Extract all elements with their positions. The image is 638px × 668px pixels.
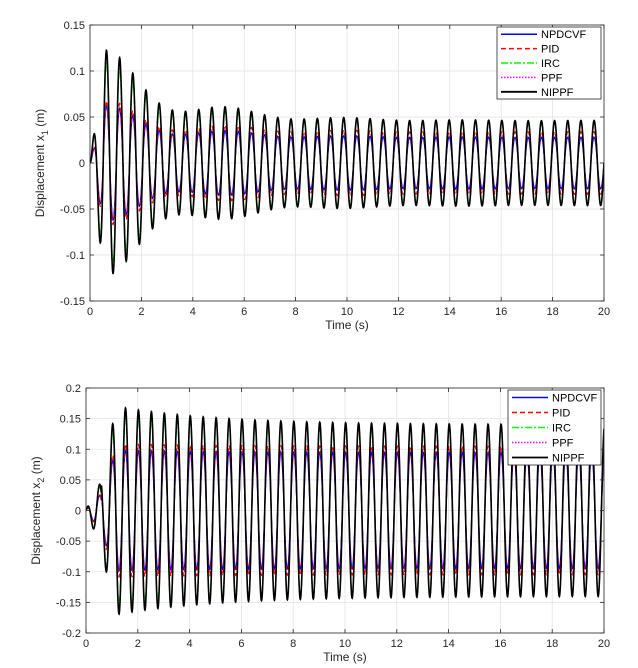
- y-tick-label: -0.15: [56, 597, 81, 609]
- y-tick-label: 0.05: [60, 475, 81, 487]
- x-tick-label: 18: [546, 638, 558, 650]
- x-tick-label: 14: [442, 638, 454, 650]
- legend-label-npdcvf: NPDCVF: [541, 29, 587, 41]
- x-tick-label: 10: [341, 306, 353, 318]
- legend-label-ppf: PPF: [552, 438, 574, 450]
- x-tick-label: 8: [290, 638, 296, 650]
- legend-label-pid: PID: [552, 408, 570, 420]
- x-tick-label: 0: [87, 306, 93, 318]
- y-tick-label: -0.2: [62, 628, 81, 640]
- legend-label-ppf: PPF: [541, 72, 563, 84]
- x-tick-label: 16: [495, 306, 507, 318]
- y-axis-label: Displacement x1 (m): [33, 109, 50, 217]
- x-tick-label: 4: [187, 638, 193, 650]
- legend: NPDCVF PID IRC PPF NIPPF: [507, 389, 602, 466]
- x-tick-label: 6: [238, 638, 244, 650]
- x-axis-label: Time (s): [323, 650, 367, 664]
- y-tick-label: 0.15: [64, 20, 85, 32]
- y-tick-label: 0.15: [60, 414, 81, 426]
- y-tick-label: 0.1: [70, 66, 85, 78]
- x-tick-label: 20: [598, 638, 610, 650]
- x-tick-label: 18: [546, 306, 558, 318]
- legend-box: [507, 389, 602, 466]
- y-axis-label: Displacement x2 (m): [29, 456, 46, 564]
- x-tick-label: 2: [135, 638, 141, 650]
- x-tick-label: 2: [138, 306, 144, 318]
- x-tick-label: 0: [83, 638, 89, 650]
- legend-label-nippf: NIPPF: [541, 87, 574, 99]
- series-group: [86, 406, 604, 616]
- y-tick-label: 0.2: [66, 383, 81, 395]
- x-tick-label: 8: [293, 306, 299, 318]
- legend-label-npdcvf: NPDCVF: [552, 393, 598, 405]
- y-tick-label: -0.05: [60, 204, 85, 216]
- legend-label-nippf: NIPPF: [552, 453, 585, 465]
- y-tick-label: 0.05: [64, 112, 85, 124]
- y-tick-label: 0: [75, 506, 81, 518]
- y-tick-label: 0.1: [66, 444, 81, 456]
- series-line-nippf: [90, 48, 604, 275]
- series-group: [90, 48, 604, 275]
- y-tick-label: -0.15: [60, 296, 85, 308]
- chart-2: 0 2 4 6 8 10 12 14 16 18 20 -0.2 -0.15 -0.1 -0.05 0 0.05…: [29, 383, 610, 664]
- x-tick-label: 6: [241, 306, 247, 318]
- series-line-nippf: [86, 406, 604, 616]
- x-tick-label: 10: [339, 638, 351, 650]
- legend: NPDCVF PID IRC PPF NIPPF: [496, 26, 602, 100]
- legend-label-pid: PID: [541, 44, 559, 56]
- y-tick-label: -0.1: [62, 567, 81, 579]
- x-axis-label: Time (s): [325, 318, 369, 332]
- x-tick-label: 14: [444, 306, 456, 318]
- legend-label-irc: IRC: [541, 58, 560, 70]
- chart-1: 0 2 4 6 8 10 12 14 16 18 20 -0.15 -0.1 -0.05 0 0.05 0.1 0…: [33, 20, 610, 332]
- x-tick-label: 16: [494, 638, 506, 650]
- x-tick-label: 4: [190, 306, 196, 318]
- x-tick-label: 20: [598, 306, 610, 318]
- x-tick-label: 12: [392, 306, 404, 318]
- y-tick-label: -0.05: [56, 536, 81, 548]
- y-tick-label: 0: [79, 158, 85, 170]
- x-tick-label: 12: [391, 638, 403, 650]
- legend-label-irc: IRC: [552, 423, 571, 435]
- y-tick-label: -0.1: [66, 250, 85, 262]
